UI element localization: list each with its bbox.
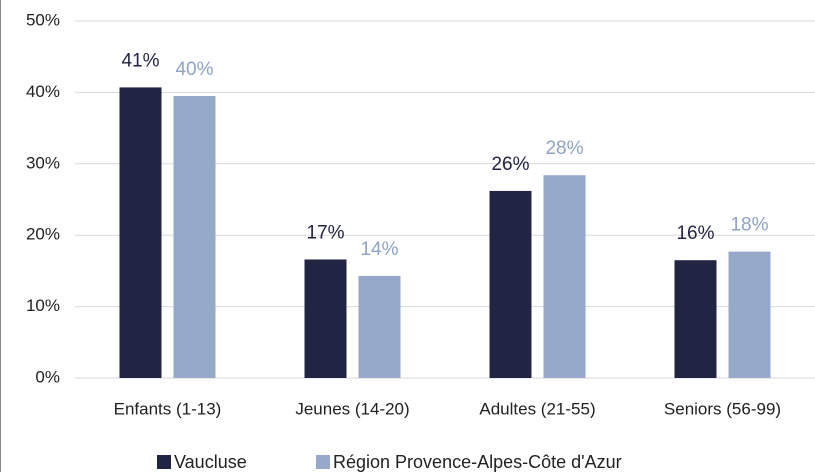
bar bbox=[728, 251, 771, 378]
y-tick-label: 50% bbox=[26, 10, 60, 29]
bar bbox=[543, 175, 586, 378]
value-label: 17% bbox=[306, 222, 344, 243]
x-tick-label: Adultes (21-55) bbox=[479, 399, 595, 418]
bar bbox=[674, 260, 717, 378]
bar bbox=[489, 190, 532, 378]
x-tick-label: Jeunes (14-20) bbox=[295, 399, 409, 418]
legend-swatch bbox=[316, 455, 330, 469]
value-label: 18% bbox=[730, 215, 768, 236]
bar bbox=[119, 87, 162, 378]
y-tick-label: 0% bbox=[35, 367, 60, 386]
value-label: 41% bbox=[121, 50, 159, 71]
bar bbox=[304, 259, 347, 378]
y-tick-label: 40% bbox=[26, 82, 60, 101]
value-label: 14% bbox=[360, 239, 398, 260]
y-tick-label: 20% bbox=[26, 225, 60, 244]
legend-swatch bbox=[157, 455, 171, 469]
bar bbox=[173, 95, 216, 378]
legend-label: Vaucluse bbox=[174, 452, 247, 472]
y-tick-label: 30% bbox=[26, 153, 60, 172]
legend-label: Région Provence-Alpes-Côte d'Azur bbox=[333, 452, 622, 472]
x-tick-label: Seniors (56-99) bbox=[664, 399, 781, 418]
value-label: 16% bbox=[676, 223, 714, 244]
x-tick-label: Enfants (1-13) bbox=[114, 399, 222, 418]
value-label: 26% bbox=[491, 154, 529, 175]
bar bbox=[358, 275, 401, 378]
value-label: 28% bbox=[545, 138, 583, 159]
value-label: 40% bbox=[175, 59, 213, 80]
y-tick-label: 10% bbox=[26, 296, 60, 315]
